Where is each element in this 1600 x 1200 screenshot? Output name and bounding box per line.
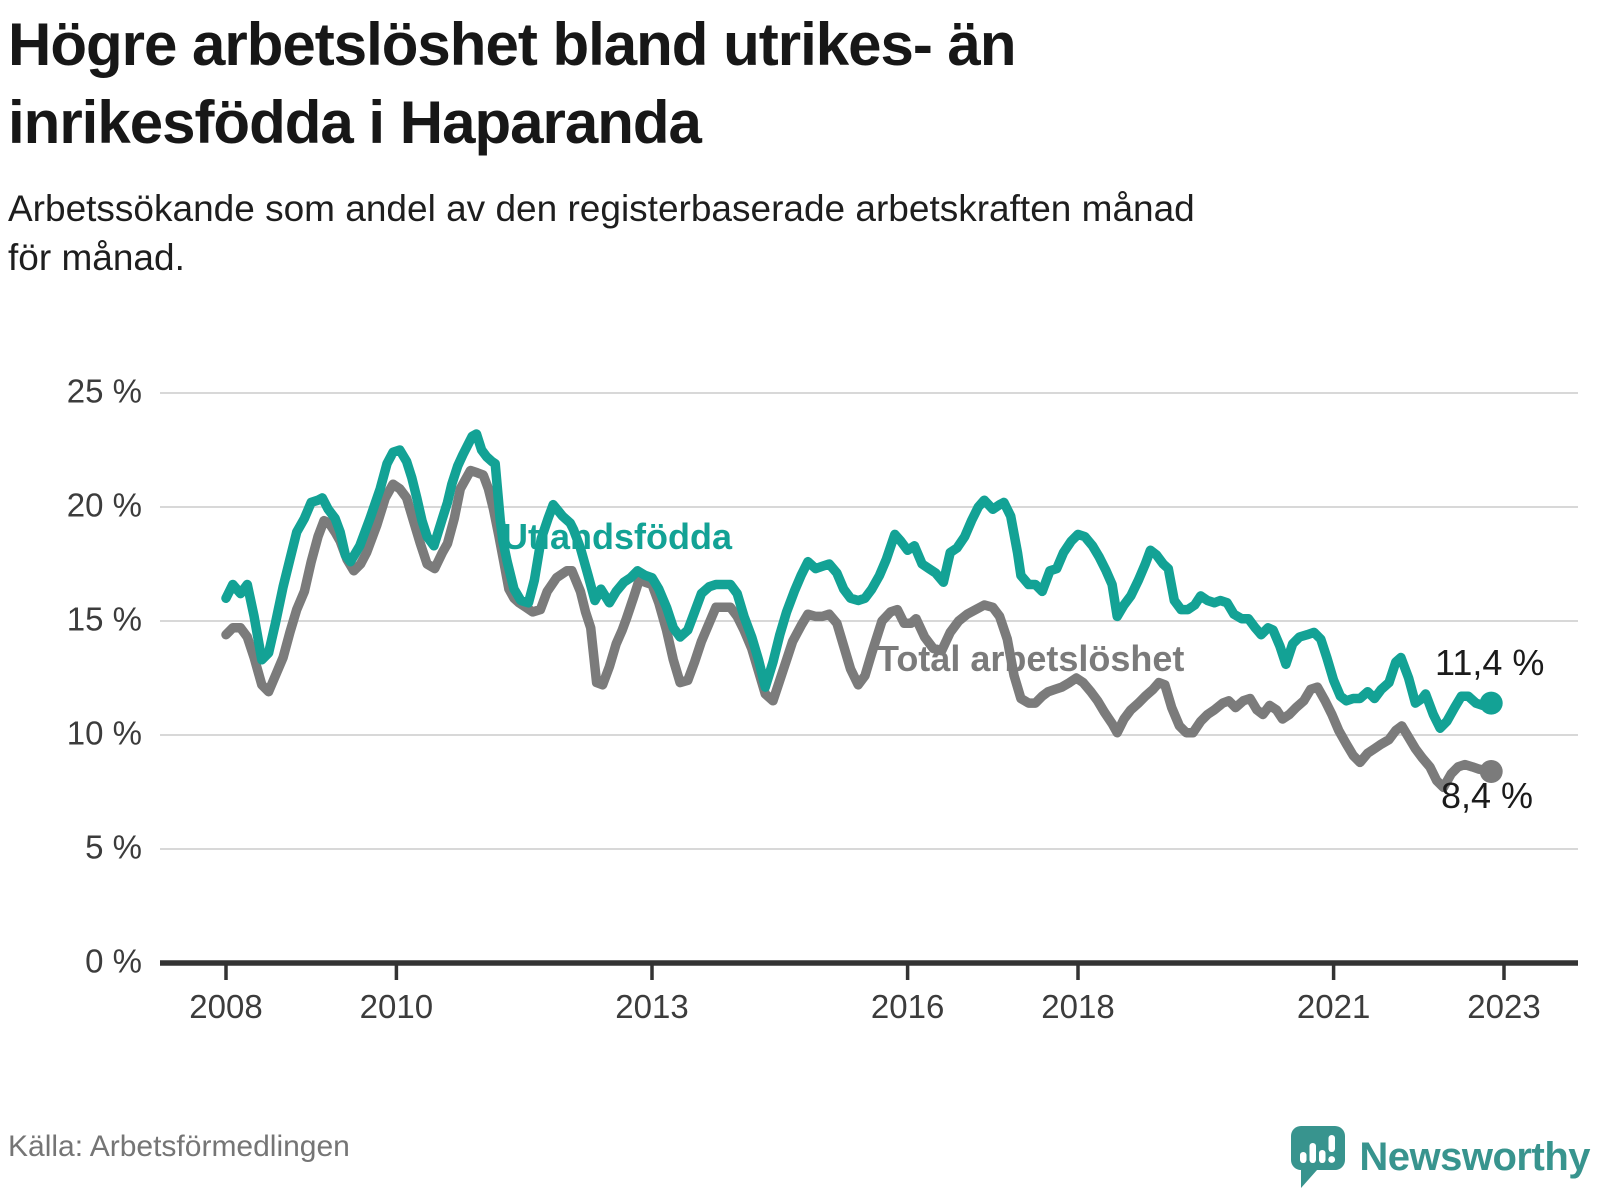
x-axis-label-2013: 2013 [615,988,689,1025]
bar-chart-speech-bubble-icon [1291,1126,1346,1188]
end-dot-series-1 [1479,760,1503,783]
page-title: Högre arbetslöshet bland utrikes- än inri… [8,11,1017,156]
x-axis-label-2021: 2021 [1296,988,1371,1025]
newsworthy-logo: Newsworthy [1291,1126,1590,1188]
end-dot-series-0 [1479,691,1503,715]
brand-wordmark: Newsworthy [1359,1134,1590,1179]
x-axis-label-2010: 2010 [359,988,434,1025]
y-axis-label-15: 15 % [66,600,142,638]
series-label-utlandsfodda: Utlandsfödda [502,516,732,557]
x-axis-label-2018: 2018 [1041,988,1115,1025]
page-subtitle: Arbetssökande som andel av den registerb… [8,188,1195,278]
series-label-total-arbetsloshet: Total arbetslöshet [877,638,1185,679]
y-axis-label-5: 5 % [85,828,142,866]
x-axis-label-2016: 2016 [870,988,945,1025]
end-value-label-utlandsfodda: 11,4 % [1435,642,1545,683]
x-axis-label-2023: 2023 [1467,988,1541,1025]
end-value-label-total: 8,4 % [1441,775,1534,816]
y-axis-label-0: 0 % [85,942,142,980]
y-axis-label-10: 10 % [66,714,142,752]
y-axis-label-25: 25 % [66,372,142,410]
source-note: Källa: Arbetsförmedlingen [8,1130,350,1163]
y-axis-label-20: 20 % [66,486,142,524]
line-series-1 [221,465,1496,793]
x-axis-label-2008: 2008 [189,988,263,1025]
line-series-0 [221,429,1496,733]
